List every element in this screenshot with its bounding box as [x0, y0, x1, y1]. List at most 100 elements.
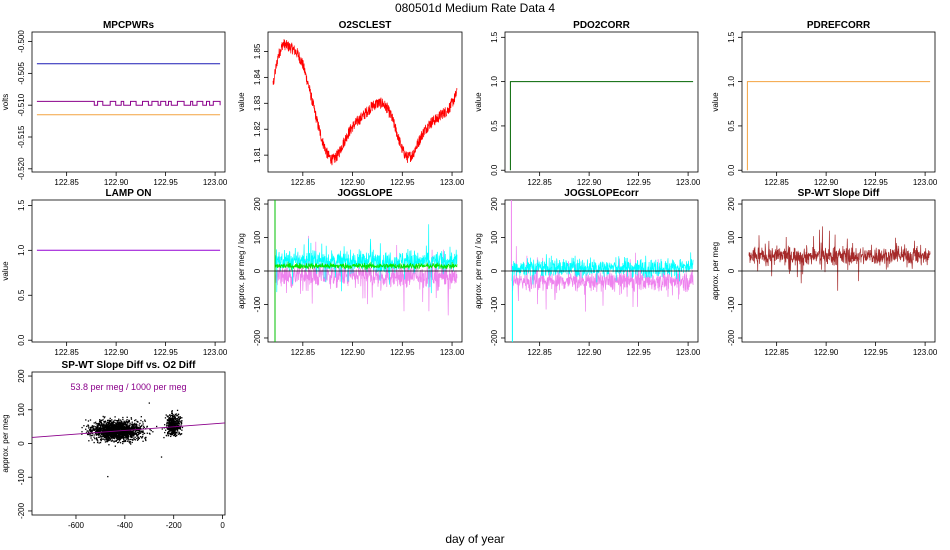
scatter-point	[111, 432, 113, 435]
scatter-point	[118, 438, 120, 441]
scatter-point	[93, 429, 95, 431]
scatter-point	[95, 427, 98, 430]
scatter-point	[95, 421, 97, 423]
series-line	[274, 224, 458, 294]
scatter-point	[171, 412, 173, 414]
panel-pdo2corr: PDO2CORR value 122.85 122.90 122.95 123.00 0.0…	[474, 20, 701, 187]
scatter-point	[104, 426, 106, 429]
scatter-point	[125, 431, 128, 433]
x-tick-label: 122.95	[153, 348, 178, 357]
x-tick-label: 122.95	[390, 178, 415, 187]
scatter-point	[117, 435, 119, 437]
scatter-point	[174, 418, 177, 420]
scatter-point	[148, 432, 151, 435]
series-line	[509, 81, 694, 171]
scatter-point	[167, 416, 169, 418]
scatter-point	[174, 413, 176, 416]
x-tick-label: -200	[166, 521, 183, 530]
scatter-point	[113, 432, 116, 434]
scatter-point	[89, 429, 92, 432]
scatter-point	[105, 437, 107, 439]
scatter-point	[127, 430, 130, 432]
scatter-point	[87, 433, 89, 435]
panel-pdrefcorr: PDREFCORR value 122.85 122.90 122.95 123.00 0.…	[711, 20, 938, 187]
scatter-point	[109, 423, 112, 426]
scatter-point	[116, 442, 119, 444]
scatter-point	[117, 426, 119, 429]
scatter-point	[131, 441, 133, 444]
x-tick-label: 122.90	[577, 348, 602, 357]
scatter-point	[110, 440, 113, 442]
scatter-point	[134, 436, 136, 438]
scatter-point	[114, 429, 117, 431]
scatter-point	[118, 418, 120, 420]
scatter-point	[95, 434, 97, 436]
scatter-point	[129, 428, 132, 431]
series-line	[511, 246, 694, 312]
scatter-point	[140, 419, 142, 422]
scatter-point	[138, 433, 140, 435]
scatter-point	[107, 436, 109, 438]
scatter-point	[105, 435, 108, 437]
scatter-point	[172, 431, 175, 433]
scatter-point	[133, 433, 136, 435]
scatter-point	[132, 427, 134, 430]
scatter-point	[95, 432, 97, 435]
scatter-point	[123, 422, 125, 424]
scatter-point	[103, 432, 106, 435]
scatter-point	[126, 425, 129, 427]
scatter-point	[118, 424, 121, 426]
scatter-point	[107, 430, 110, 432]
scatter-point	[140, 416, 142, 418]
scatter-point	[123, 430, 125, 433]
panel-mpcpwrs: MPCPWRs volts 122.85 122.90 122.95 123.00 -0.5…	[1, 20, 228, 187]
panel-title: LAMP ON	[106, 188, 152, 199]
scatter-point	[116, 439, 118, 441]
scatter-point	[91, 434, 93, 437]
x-tick-label: 122.85	[291, 178, 316, 187]
scatter-point	[167, 432, 169, 434]
scatter-point	[105, 432, 108, 434]
scatter-point	[89, 426, 92, 429]
scatter-point	[98, 434, 100, 437]
scatter-point	[164, 417, 167, 419]
scatter-point	[128, 424, 131, 427]
scatter-point	[142, 433, 144, 436]
scatter-point	[116, 426, 118, 428]
scatter-point	[115, 435, 117, 438]
scatter-point	[177, 418, 179, 420]
scatter-point	[107, 475, 109, 478]
scatter-point	[113, 428, 115, 430]
scatter-point	[120, 431, 122, 434]
scatter-point	[129, 435, 132, 437]
scatter-point	[101, 429, 103, 431]
scatter-point	[135, 429, 137, 432]
scatter-point	[122, 432, 124, 434]
scatter-point	[135, 432, 137, 434]
scatter-point	[146, 426, 148, 428]
scatter-point	[107, 439, 110, 441]
scatter-point	[114, 434, 116, 437]
scatter-point	[177, 428, 180, 430]
scatter-point	[176, 424, 178, 426]
scatter-point	[116, 425, 118, 427]
scatter-point	[120, 432, 122, 434]
scatter-point	[124, 431, 126, 433]
scatter-point	[169, 430, 172, 432]
scatter-point	[119, 422, 122, 425]
scatter-point	[89, 428, 92, 431]
x-tick-label: 122.95	[153, 178, 178, 187]
scatter-point	[179, 427, 181, 430]
scatter-point	[169, 427, 171, 430]
scatter-point	[117, 434, 119, 436]
scatter-point	[176, 428, 179, 430]
scatter-point	[142, 431, 144, 433]
scatter-point	[113, 437, 116, 440]
scatter-point	[120, 426, 123, 429]
scatter-point	[97, 440, 99, 442]
scatter-point	[97, 423, 99, 425]
scatter-point	[107, 422, 110, 425]
scatter-point	[120, 435, 122, 437]
plot-frame	[267, 31, 463, 173]
scatter-point	[104, 416, 106, 418]
